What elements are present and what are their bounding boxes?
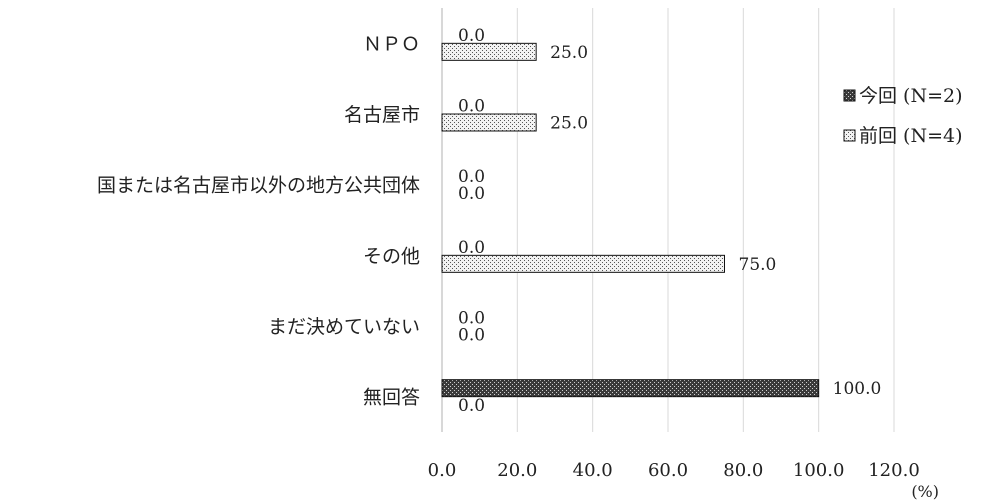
category-label: 国または名古屋市以外の地方公共団体	[97, 175, 420, 197]
data-label: 25.0	[550, 114, 588, 134]
unit-label: (%)	[911, 482, 939, 501]
x-tick-labels-group: 0.0 20.0 40.0 60.0 80.0 100.0 120.0	[428, 460, 920, 481]
bars-group	[441, 42, 820, 398]
x-tick-label: 80.0	[723, 460, 763, 481]
legend-swatch	[843, 89, 856, 102]
data-label: 75.0	[739, 255, 777, 275]
legend: 今回 (N=2) 前回 (N=4)	[843, 85, 963, 147]
x-tick-label: 100.0	[793, 460, 845, 481]
data-label: 25.0	[550, 43, 588, 63]
data-label: 100.0	[833, 379, 882, 399]
x-tick-label: 20.0	[497, 460, 537, 481]
data-label: 0.0	[458, 309, 485, 329]
bar	[441, 379, 820, 398]
category-label: その他	[363, 245, 420, 267]
legend-label: 今回 (N=2)	[859, 85, 963, 107]
data-label: 0.0	[458, 238, 485, 258]
category-label: ＮＰＯ	[363, 33, 420, 55]
data-label: 0.0	[458, 396, 485, 416]
category-label: まだ決めていない	[268, 316, 420, 338]
legend-label: 前回 (N=4)	[859, 125, 963, 147]
data-label: 0.0	[458, 97, 485, 117]
legend-swatch	[843, 129, 856, 142]
category-label: 無回答	[363, 387, 420, 409]
bar	[441, 254, 725, 273]
x-tick-label: 40.0	[573, 460, 613, 481]
x-tick-label: 60.0	[648, 460, 688, 481]
x-tick-label: 120.0	[868, 460, 920, 481]
data-labels-group: 0.025.00.025.00.00.00.075.00.00.0100.00.…	[458, 26, 881, 416]
data-label: 0.0	[458, 26, 485, 46]
data-label: 0.0	[458, 184, 485, 204]
data-label: 0.0	[458, 326, 485, 346]
x-tick-label: 0.0	[428, 460, 457, 481]
bar	[441, 113, 537, 132]
category-label: 名古屋市	[344, 104, 420, 126]
bar	[441, 42, 537, 61]
data-label: 0.0	[458, 167, 485, 187]
grid-lines	[441, 8, 895, 432]
